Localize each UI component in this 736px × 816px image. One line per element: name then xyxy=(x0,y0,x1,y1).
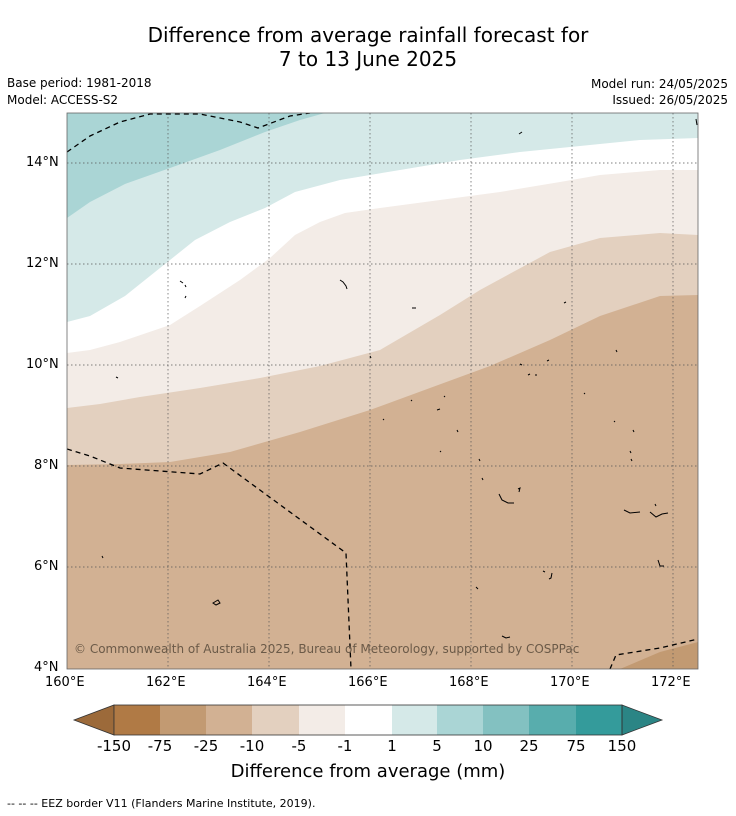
anomaly-band-minus25-minus75 xyxy=(620,642,698,669)
x-tick-label: 168°E xyxy=(449,675,489,690)
map-title-line1: Difference from average rainfall forecas… xyxy=(147,23,589,47)
model-run: Model run: 24/05/2025 xyxy=(590,77,728,91)
colorbar-title: Difference from average (mm) xyxy=(230,761,506,782)
x-tick-label: 166°E xyxy=(348,675,388,690)
x-tick-label: 170°E xyxy=(550,675,590,690)
colorbar-segment-11 xyxy=(576,705,622,735)
colorbar-extend-high xyxy=(621,704,664,736)
map-title-line2: 7 to 13 June 2025 xyxy=(278,47,458,71)
colorbar-tick-label: -1 xyxy=(337,737,353,755)
islands xyxy=(101,118,698,639)
map-frame xyxy=(66,112,699,670)
x-tick-label: 164°E xyxy=(247,675,287,690)
colorbar-segment-8 xyxy=(437,705,483,735)
colorbar-tick-label: -10 xyxy=(239,737,265,755)
anomaly-band-plus5-plus10 xyxy=(67,113,325,218)
issued-date: Issued: 26/05/2025 xyxy=(612,93,728,107)
colorbar-segment-4 xyxy=(252,705,299,735)
colorbar-segment-7 xyxy=(392,705,437,735)
anomaly-band-plus1-plus5 xyxy=(67,113,698,322)
colorbar xyxy=(72,704,664,736)
eez-border xyxy=(67,113,698,669)
y-tick-label: 4°N xyxy=(34,660,59,675)
colorbar-tick-label: 1 xyxy=(387,737,397,755)
colorbar-tick-label: 25 xyxy=(519,737,539,755)
y-tick-label: 14°N xyxy=(26,155,59,170)
map-graticule xyxy=(67,113,698,669)
y-tick-label: 10°N xyxy=(26,357,59,372)
eez-footnote: -- -- -- EEZ border V11 (Flanders Marine… xyxy=(7,797,316,810)
colorbar-tick-label: 75 xyxy=(566,737,586,755)
colorbar-tick-label: -75 xyxy=(147,737,173,755)
y-tick-label: 6°N xyxy=(34,559,59,574)
colorbar-tick-label: 10 xyxy=(473,737,493,755)
colorbar-segment-3 xyxy=(206,705,252,735)
colorbar-segment-1 xyxy=(114,705,160,735)
colorbar-tick-label: -25 xyxy=(193,737,219,755)
y-tick-label: 8°N xyxy=(34,458,59,473)
base-period: Base period: 1981-2018 xyxy=(7,76,152,90)
map-plot-area xyxy=(67,113,698,669)
y-tick-label: 12°N xyxy=(26,256,59,271)
colorbar-extend-low xyxy=(72,704,115,736)
colorbar-tick-label: 150 xyxy=(607,737,637,755)
colorbar-segment-6 xyxy=(345,705,392,735)
x-tick-label: 160°E xyxy=(45,675,85,690)
x-tick-label: 162°E xyxy=(146,675,186,690)
colorbar-segment-5 xyxy=(299,705,345,735)
colorbar-segment-2 xyxy=(160,705,206,735)
colorbar-tick-label: -5 xyxy=(291,737,307,755)
copyright-notice: © Commonwealth of Australia 2025, Bureau… xyxy=(74,642,580,656)
colorbar-segment-9 xyxy=(483,705,529,735)
model-name: Model: ACCESS-S2 xyxy=(7,93,119,107)
colorbar-segment-10 xyxy=(529,705,576,735)
colorbar-tick-label: -150 xyxy=(96,737,132,755)
x-tick-label: 172°E xyxy=(651,675,691,690)
colorbar-tick-label: 5 xyxy=(432,737,442,755)
